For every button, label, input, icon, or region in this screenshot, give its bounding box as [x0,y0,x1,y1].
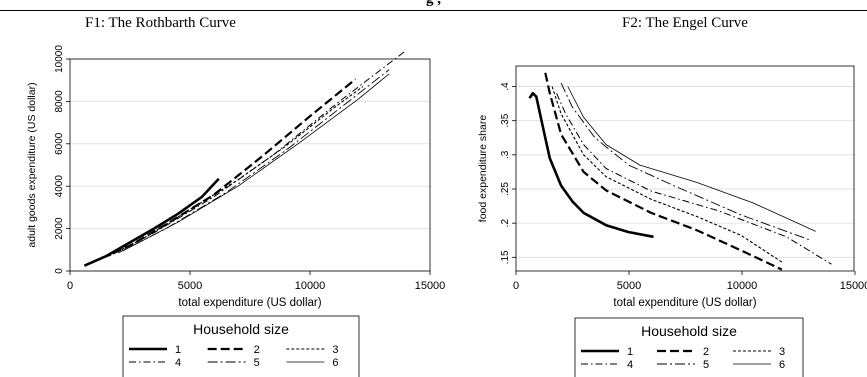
series-line-3 [108,86,364,257]
legend: Household size 1 2 3 4 5 6 [574,317,804,377]
f1-title: F1: The Rothbarth Curve [85,15,236,31]
x-tick-label: 0 [513,280,519,292]
legend-label-2: 2 [254,344,260,356]
chart-1: 0 2000 4000 6000 8000 10000 0 5000 10000 15000 tot… [26,45,445,377]
y-axis-label: food expenditure share [477,115,489,223]
legend-label-6: 6 [779,359,785,371]
figure-header-fragment: g , [0,0,867,8]
y-tick-label: .25 [500,182,511,196]
y-tick-label: .4 [500,82,511,91]
legend-label-4: 4 [627,359,633,371]
legend-label-5: 5 [703,359,709,371]
legend-label-3: 3 [332,344,338,356]
x-tick-label: 5000 [178,280,202,292]
y-tick-label: 0 [54,268,65,274]
legend-label-1: 1 [175,344,181,356]
x-axis-label: total expenditure (US dollar) [178,297,321,309]
series-line-5 [560,82,810,241]
y-tick-label: 10000 [54,45,65,73]
series-line-6 [122,73,390,252]
y-axis-label: adult goods expenditure (US dollar) [26,82,38,247]
y-tick-label: .2 [500,219,511,228]
plot-frame [515,65,855,272]
legend-label-1: 1 [627,346,633,358]
y-tick-label: .15 [500,250,511,264]
x-tick-label: 10000 [727,280,758,292]
y-tick-label: 2000 [54,217,65,240]
series-line-1 [528,92,654,239]
series-line-4 [112,50,407,255]
legend-box [122,315,360,377]
x-tick-label: 15000 [415,280,446,292]
x-tick-label: 15000 [840,280,867,292]
x-tick-label: 0 [67,280,73,292]
top-rule [0,10,867,11]
series-line-4 [556,93,832,265]
y-tick-label: .35 [500,113,511,127]
legend-label-5: 5 [254,357,260,369]
legend: Household size 1 2 3 4 5 6 [122,315,360,377]
y-tick-label: 4000 [54,175,65,198]
legend-box [574,317,804,377]
legend-label-3: 3 [779,346,785,358]
series-line-1 [83,177,220,267]
series-line-3 [551,86,783,263]
series-line-2 [100,78,357,260]
legend-title: Household size [641,323,737,339]
series-line-2 [544,72,783,271]
x-tick-label: 10000 [295,280,326,292]
legend-label-4: 4 [175,357,181,369]
legend-title: Household size [193,321,289,337]
chart-2: .15 .2 .25 .3 .35 .4 0 5000 10000 15000 total expe… [477,65,867,377]
f2-title: F2: The Engel Curve [622,15,748,31]
y-tick-label: 6000 [54,132,65,155]
legend-label-6: 6 [332,357,338,369]
legend-label-2: 2 [703,346,709,358]
x-tick-label: 5000 [617,280,641,292]
plot-frame [69,58,431,272]
y-tick-label: .3 [500,150,511,159]
y-tick-label: 8000 [54,90,65,113]
x-axis-label: total expenditure (US dollar) [613,297,756,309]
series-line-6 [567,86,816,232]
